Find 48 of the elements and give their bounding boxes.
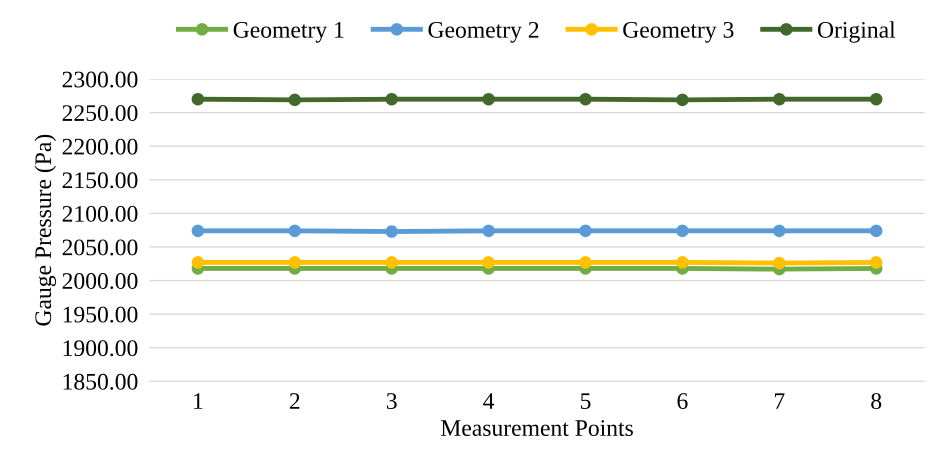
point — [288, 256, 302, 269]
point — [870, 92, 882, 106]
point — [579, 256, 592, 269]
y-tick-label: 2150.00 — [62, 172, 138, 188]
x-tick-label: 3 — [386, 393, 397, 410]
point — [773, 256, 786, 270]
point — [482, 224, 495, 238]
y-tick-label: 1850.00 — [64, 374, 138, 390]
point — [192, 224, 204, 238]
y-tick-label: 2250.00 — [62, 105, 138, 122]
legend-label: Geometry 2 — [428, 22, 538, 43]
point — [773, 224, 786, 238]
point — [288, 94, 302, 106]
x-tick-label: 2 — [290, 393, 300, 409]
legend-label: Original — [818, 21, 896, 43]
y-tick-label: 2000.00 — [62, 273, 138, 290]
point — [385, 256, 398, 269]
point — [579, 224, 592, 238]
y-tick-label: 2100.00 — [62, 206, 138, 222]
point — [579, 92, 592, 106]
point — [288, 224, 302, 238]
point — [773, 92, 786, 106]
y-tick-label: 1950.00 — [64, 306, 138, 323]
y-tick-label: 2200.00 — [62, 138, 138, 155]
point — [676, 224, 689, 238]
legend-label: Geometry 3 — [623, 22, 734, 43]
point — [870, 256, 882, 269]
point — [482, 256, 495, 269]
x-tick-label: 1 — [194, 393, 202, 409]
point — [385, 225, 398, 238]
x-tick-label: 7 — [774, 393, 785, 409]
x-tick-label: 6 — [678, 393, 688, 410]
point — [192, 256, 204, 269]
x-tick-label: 5 — [580, 393, 590, 410]
point — [676, 94, 689, 106]
x-axis-title: Measurement Points — [441, 420, 633, 436]
legend-label: Geometry 1 — [234, 22, 344, 43]
x-tick-label: 4 — [483, 393, 494, 409]
point — [676, 256, 689, 269]
point — [482, 92, 495, 106]
y-tick-label: 1900.00 — [64, 340, 138, 356]
y-tick-label: 2050.00 — [62, 239, 138, 256]
y-tick-label: 2300.00 — [62, 72, 138, 88]
x-tick-label: 8 — [871, 393, 882, 410]
y-axis-title: Gauge Pressure (Pa) — [34, 134, 56, 326]
point — [192, 92, 204, 106]
point — [385, 92, 398, 106]
point — [870, 224, 882, 238]
